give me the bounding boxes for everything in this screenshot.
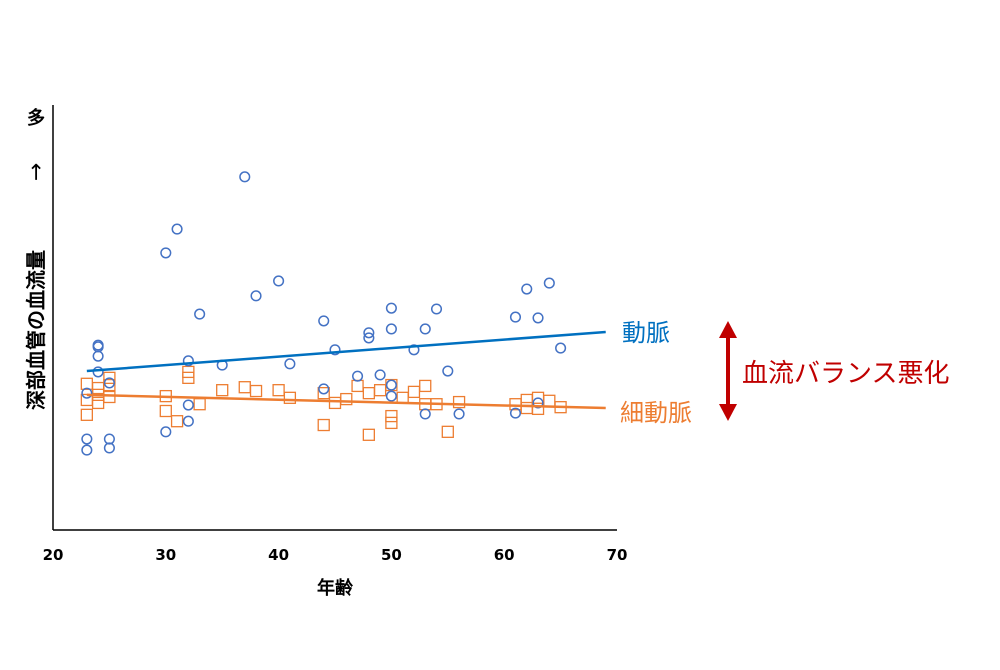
- artery-point: [273, 275, 285, 287]
- arteriole-point: [182, 371, 195, 385]
- artery-trend-line: [86, 330, 606, 373]
- x-tick-label: 50: [381, 546, 402, 564]
- arteriole-point: [362, 386, 375, 400]
- artery-point: [509, 311, 522, 323]
- arteriole-point: [193, 398, 206, 411]
- artery-point: [182, 415, 194, 427]
- arteriole-point: [543, 394, 556, 407]
- artery-point: [103, 442, 115, 454]
- artery-point: [284, 358, 296, 370]
- artery-point: [250, 290, 262, 302]
- arteriole-point: [317, 386, 330, 400]
- arteriole-point: [520, 393, 533, 407]
- x-tick-label: 20: [43, 546, 64, 564]
- arteriole-point: [340, 392, 353, 406]
- artery-point: [453, 408, 465, 420]
- arteriole-point: [91, 396, 105, 410]
- artery-point: [408, 344, 420, 356]
- artery-point: [419, 408, 431, 420]
- arteriole-point: [531, 402, 545, 416]
- artery-point: [363, 332, 375, 344]
- artery-point: [318, 383, 330, 395]
- artery-point: [103, 433, 115, 445]
- x-tick-label: 30: [155, 546, 176, 564]
- artery-point: [521, 283, 533, 295]
- artery-point: [385, 379, 397, 391]
- artery-point: [194, 308, 206, 320]
- artery-point: [81, 444, 93, 456]
- artery-point: [419, 323, 431, 335]
- artery-point: [352, 370, 364, 382]
- x-tick-label: 40: [268, 546, 289, 564]
- arteriole-point: [351, 379, 364, 393]
- arteriole-point: [452, 395, 466, 409]
- artery-point: [532, 397, 544, 409]
- x-tick-label: 70: [607, 546, 628, 564]
- arteriole-point: [170, 415, 184, 428]
- arteriole-point: [328, 396, 342, 410]
- y-axis-top-label: 多: [27, 107, 45, 129]
- artery-point: [385, 302, 397, 314]
- artery-point: [92, 350, 104, 362]
- artery-point: [385, 390, 397, 402]
- artery-point: [543, 277, 555, 289]
- legend-artery: 動脈: [622, 319, 670, 347]
- arteriole-point: [80, 408, 93, 421]
- arteriole-point: [91, 381, 105, 395]
- annotation-balance-worsening: 血流バランス悪化: [742, 359, 949, 389]
- arteriole-point: [373, 384, 387, 397]
- artery-point: [555, 342, 567, 354]
- artery-point: [182, 355, 194, 367]
- x-tick-label: 60: [494, 546, 515, 564]
- y-axis-arrow: →: [24, 163, 49, 181]
- arteriole-point: [407, 385, 421, 399]
- arteriole-point: [103, 371, 116, 385]
- artery-point: [374, 369, 386, 381]
- arteriole-point: [103, 378, 116, 392]
- artery-point: [442, 365, 454, 377]
- artery-point: [363, 327, 375, 339]
- artery-point: [92, 366, 104, 378]
- y-axis-label: 深部血管の血流量: [24, 250, 48, 410]
- arteriole-point: [441, 425, 454, 438]
- arteriole-point: [385, 409, 398, 423]
- artery-point: [532, 312, 544, 324]
- arteriole-point: [249, 384, 263, 398]
- arteriole-point: [216, 384, 229, 397]
- arteriole-trend-line: [86, 393, 606, 410]
- artery-point: [182, 399, 194, 411]
- artery-point: [171, 223, 183, 235]
- artery-point: [103, 377, 115, 389]
- arteriole-point: [520, 401, 533, 415]
- artery-point: [329, 344, 341, 356]
- artery-point: [160, 247, 172, 259]
- artery-point: [160, 426, 172, 438]
- double-arrow-icon: [719, 321, 737, 421]
- artery-point: [509, 407, 522, 419]
- arteriole-point: [419, 379, 432, 393]
- arteriole-point: [362, 428, 375, 441]
- arteriole-point: [283, 391, 297, 404]
- x-axis-label: 年齢: [317, 577, 354, 599]
- arteriole-point: [385, 416, 398, 430]
- artery-point: [81, 433, 93, 445]
- arteriole-point: [317, 418, 330, 432]
- artery-point: [81, 387, 93, 399]
- artery-point: [385, 323, 397, 335]
- arteriole-point: [103, 390, 116, 404]
- artery-point: [239, 171, 251, 183]
- arteriole-point: [238, 381, 251, 394]
- legend-arteriole: 細動脈: [620, 399, 692, 427]
- artery-point: [318, 315, 330, 327]
- arteriole-point: [272, 384, 285, 397]
- artery-point: [430, 303, 443, 315]
- arteriole-point: [159, 404, 172, 418]
